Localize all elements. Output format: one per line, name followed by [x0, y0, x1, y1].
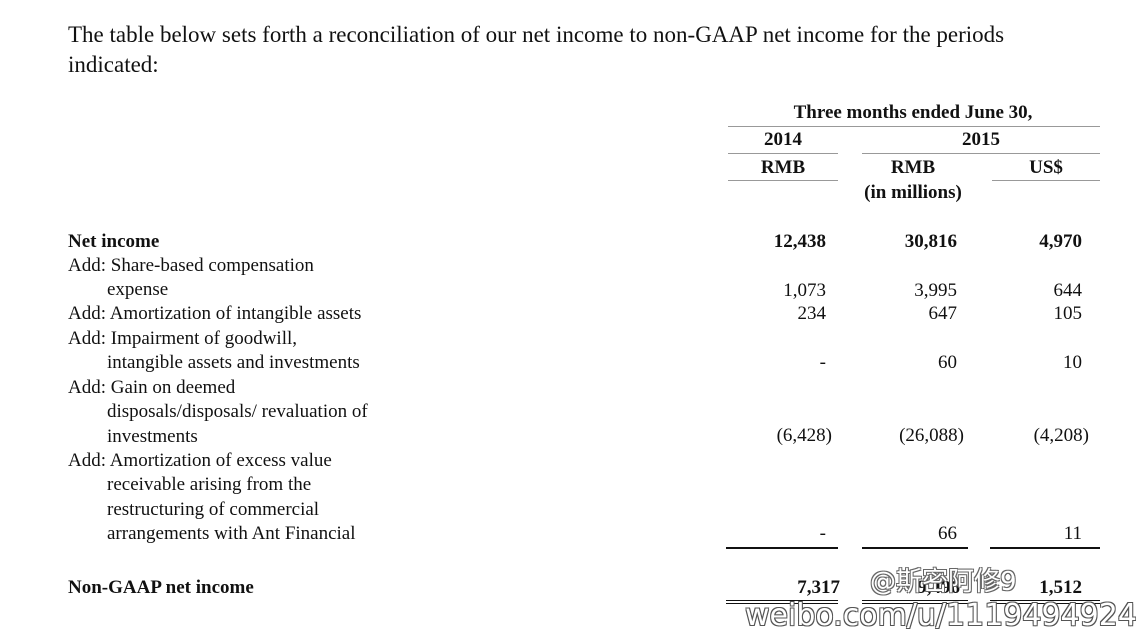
impairment-2014-rmb: -	[819, 352, 826, 373]
amort-intangibles-2015-rmb: 647	[928, 303, 958, 324]
non-gaap-2014-rmb: 7,317	[797, 577, 840, 598]
amort-intangibles-2014-rmb: 234	[797, 303, 827, 324]
subtotal-rule-col1	[726, 547, 838, 549]
row-label-gain-on-disposals: Add: Gain on deemed disposals/disposals/…	[68, 377, 368, 447]
net-income-2015-usd: 4,970	[1039, 231, 1082, 252]
row-label-non-gaap-net-income: Non-GAAP net income	[68, 577, 254, 598]
amort-excess-2015-usd: 11	[1063, 523, 1082, 544]
net-income-2014-rmb: 12,438	[773, 231, 826, 252]
gain-disposals-2015-usd: (4,208)	[1033, 425, 1089, 446]
subtotal-rule-col3	[990, 547, 1100, 549]
col2-currency: RMB	[890, 157, 936, 178]
watermark-handle: @斯密阿修9	[870, 567, 1017, 597]
impairment-2015-rmb: 60	[938, 352, 957, 373]
non-gaap-2015-rmb: 9,496	[917, 577, 960, 598]
col1-currency: RMB	[760, 157, 806, 178]
col3-currency: US$	[1029, 157, 1063, 178]
share-comp-2015-usd: 644	[1053, 280, 1083, 301]
total-double-rule-col3	[990, 600, 1100, 604]
period-header: Three months ended June 30,	[793, 102, 1033, 123]
row-label-amortization-intangibles: Add: Amortization of intangible assets	[68, 303, 362, 324]
year-2014-header: 2014	[764, 129, 802, 150]
row-label-impairment: Add: Impairment of goodwill, intangible …	[68, 328, 360, 374]
row-label-share-based-comp: Add: Share-based compensation expense	[68, 255, 314, 301]
gain-disposals-2015-rmb: (26,088)	[899, 425, 964, 446]
non-gaap-2015-usd: 1,512	[1039, 577, 1082, 598]
intro-text: The table below sets forth a reconciliat…	[68, 22, 1005, 77]
col1-currency-rule	[728, 180, 838, 181]
impairment-2015-usd: 10	[1063, 352, 1082, 373]
share-comp-2014-rmb: 1,073	[783, 280, 826, 301]
total-double-rule-col2	[862, 600, 968, 604]
units-label: (in millions)	[864, 182, 962, 203]
share-comp-2015-rmb: 3,995	[914, 280, 957, 301]
amort-excess-2015-rmb: 66	[938, 523, 957, 544]
gain-disposals-2014-rmb: (6,428)	[776, 425, 832, 446]
period-header-rule	[728, 126, 1100, 127]
watermark-url: weibo.com/u/1119494924	[745, 598, 1136, 633]
subtotal-rule-col2	[862, 547, 968, 549]
amort-excess-2014-rmb: -	[819, 523, 826, 544]
amort-intangibles-2015-usd: 105	[1053, 303, 1083, 324]
net-income-2015-rmb: 30,816	[904, 231, 957, 252]
row-label-amortization-excess-value: Add: Amortization of excess value receiv…	[68, 450, 356, 545]
year-2014-rule	[728, 153, 838, 154]
year-2015-rule	[862, 153, 1100, 154]
row-label-net-income: Net income	[68, 231, 160, 252]
year-2015-header: 2015	[962, 129, 1000, 150]
col3-currency-rule	[992, 180, 1100, 181]
total-double-rule-col1	[726, 600, 838, 604]
